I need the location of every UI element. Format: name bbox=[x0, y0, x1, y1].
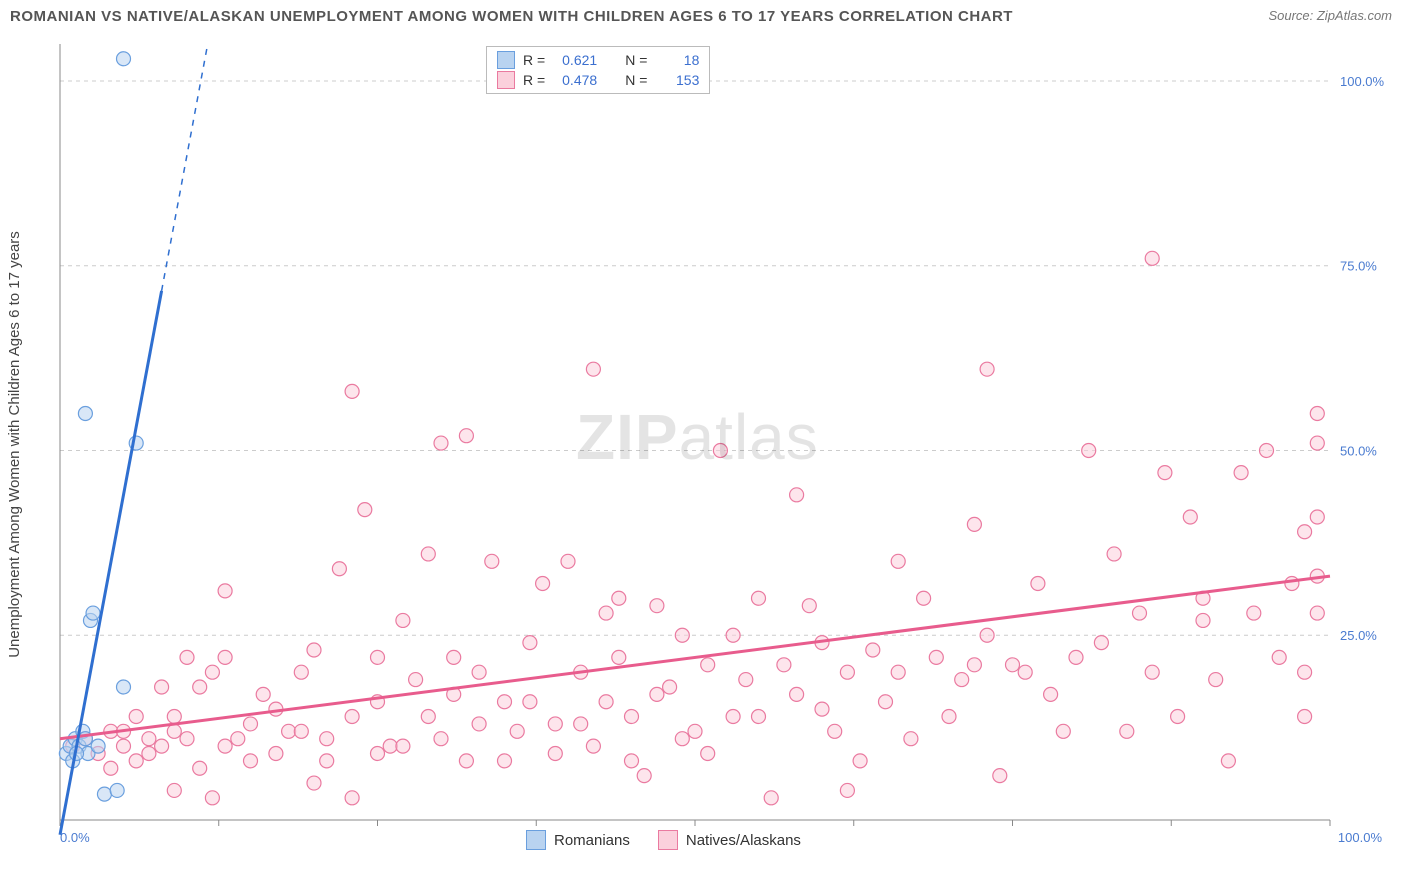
swatch-natives-icon bbox=[497, 71, 515, 89]
n-label: N = bbox=[625, 52, 647, 68]
swatch-romanians-icon bbox=[497, 51, 515, 69]
stats-legend-row-romanians: R = 0.621 N = 18 bbox=[497, 51, 699, 69]
series-legend: Romanians Natives/Alaskans bbox=[526, 830, 801, 850]
svg-text:25.0%: 25.0% bbox=[1340, 628, 1377, 643]
r-value-natives: 0.478 bbox=[553, 72, 597, 88]
y-axis-label: Unemployment Among Women with Children A… bbox=[0, 40, 28, 848]
r-value-romanians: 0.621 bbox=[553, 52, 597, 68]
n-label-2: N = bbox=[625, 72, 647, 88]
scatter-chart-svg: 25.0% 50.0% 75.0% 100.0% 0.0% 100.0% bbox=[56, 40, 1390, 848]
series-legend-romanians: Romanians bbox=[526, 830, 630, 850]
svg-text:100.0%: 100.0% bbox=[1340, 74, 1385, 89]
n-value-romanians: 18 bbox=[655, 52, 699, 68]
r-label-2: R = bbox=[523, 72, 545, 88]
stats-legend: R = 0.621 N = 18 R = 0.478 N = 153 bbox=[486, 46, 710, 94]
series-label-romanians: Romanians bbox=[554, 832, 630, 849]
chart-plot-area: 25.0%50.0%75.0%100.0%0.0%100.0% ZIPatlas… bbox=[56, 40, 1390, 848]
svg-text:50.0%: 50.0% bbox=[1340, 443, 1377, 458]
header-bar: ROMANIAN VS NATIVE/ALASKAN UNEMPLOYMENT … bbox=[10, 8, 1396, 32]
series-label-natives: Natives/Alaskans bbox=[686, 832, 801, 849]
y-axis-label-text: Unemployment Among Women with Children A… bbox=[6, 231, 23, 658]
stats-legend-row-natives: R = 0.478 N = 153 bbox=[497, 71, 699, 89]
series-legend-natives: Natives/Alaskans bbox=[658, 830, 801, 850]
svg-text:100.0%: 100.0% bbox=[1338, 830, 1383, 845]
n-value-natives: 153 bbox=[655, 72, 699, 88]
svg-text:75.0%: 75.0% bbox=[1340, 259, 1377, 274]
swatch-romanians-bottom-icon bbox=[526, 830, 546, 850]
chart-title: ROMANIAN VS NATIVE/ALASKAN UNEMPLOYMENT … bbox=[10, 8, 1013, 25]
source-attribution: Source: ZipAtlas.com bbox=[1268, 8, 1392, 23]
swatch-natives-bottom-icon bbox=[658, 830, 678, 850]
r-label: R = bbox=[523, 52, 545, 68]
svg-text:0.0%: 0.0% bbox=[60, 830, 90, 845]
